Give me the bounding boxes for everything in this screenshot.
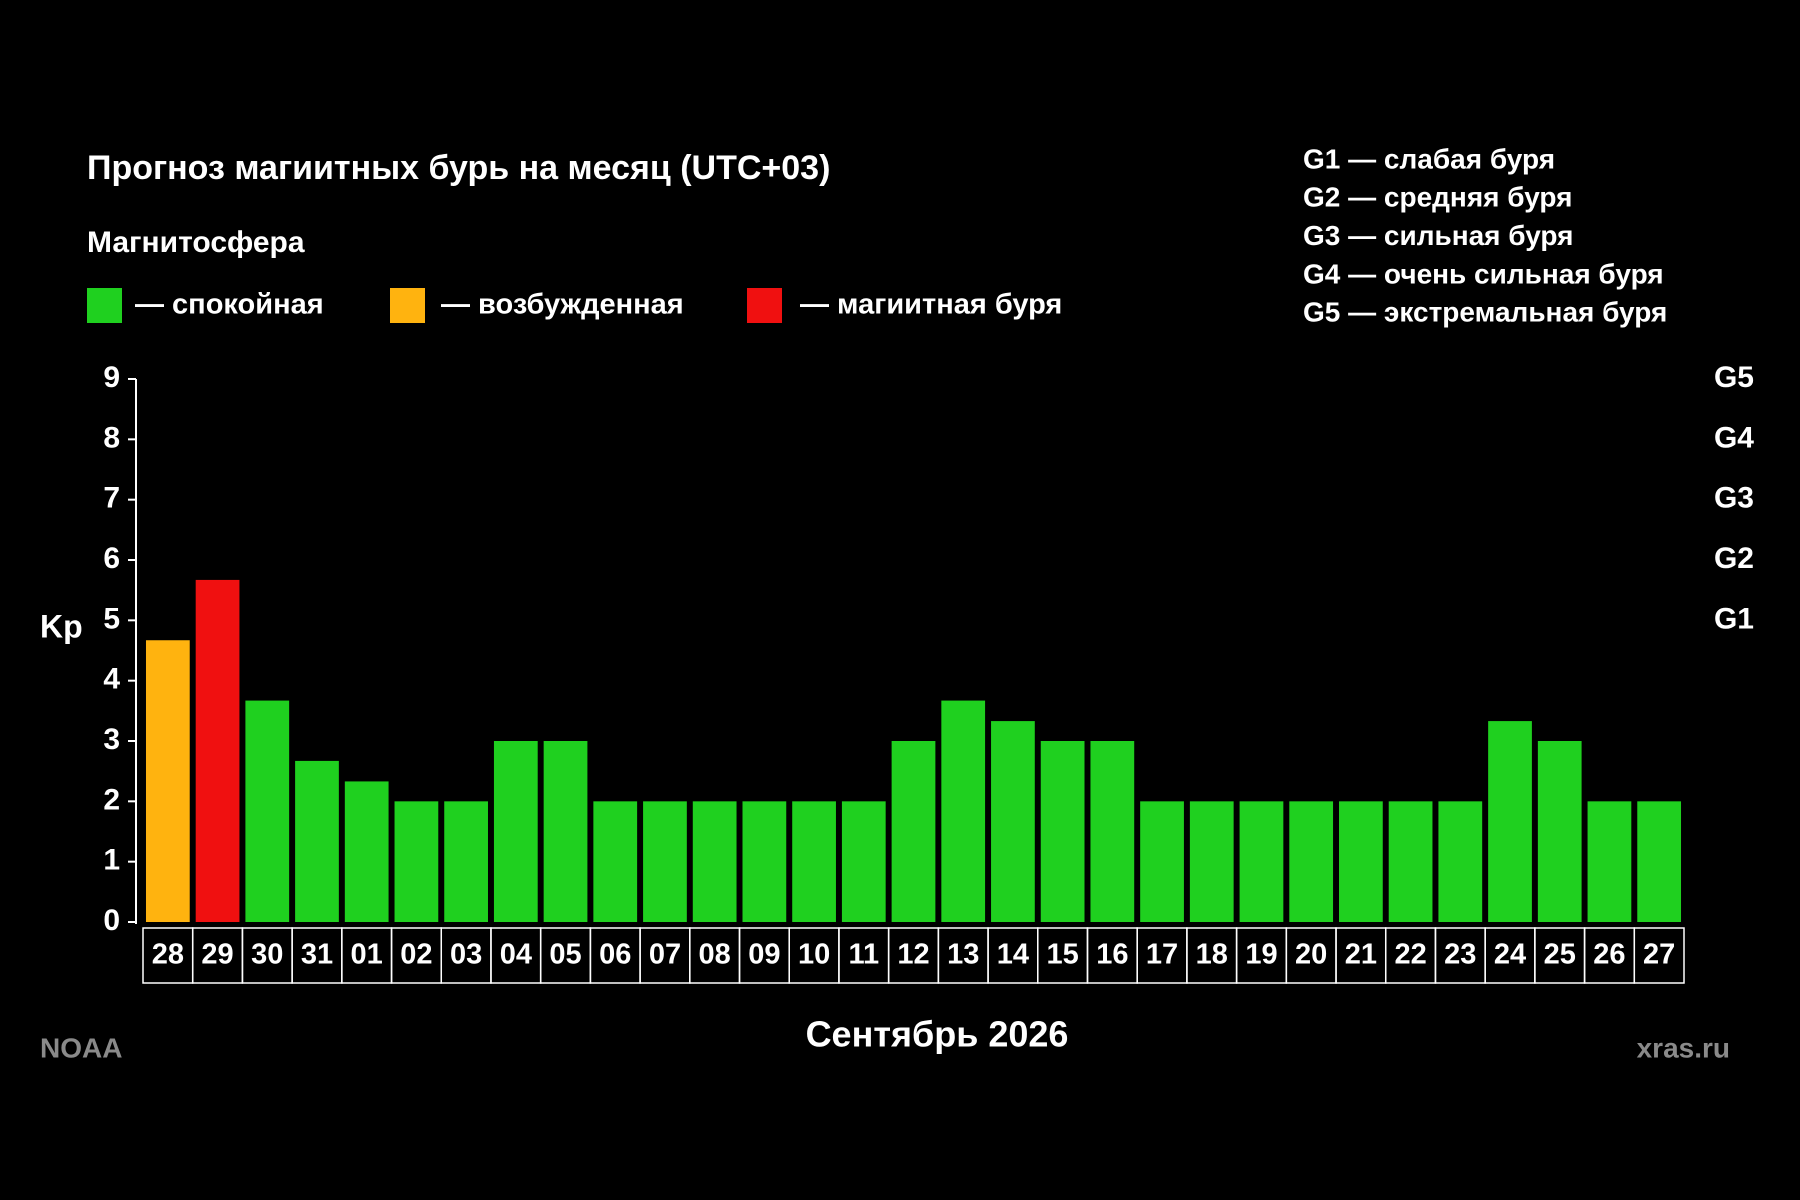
y-tick-label: 6 [103, 542, 120, 575]
x-axis-label: Сентябрь 2026 [806, 1014, 1069, 1055]
x-tick-label: 09 [748, 939, 780, 971]
x-tick-label: 15 [1046, 939, 1078, 971]
x-tick-label: 17 [1146, 939, 1178, 971]
x-tick-label: 04 [500, 939, 532, 971]
bar [1289, 801, 1334, 922]
x-tick-label: 07 [649, 939, 681, 971]
bar [991, 721, 1035, 922]
y2-tick-label: G3 [1714, 482, 1754, 515]
bar [1239, 801, 1284, 922]
x-tick-label: 19 [1245, 939, 1277, 971]
bar [543, 741, 588, 922]
bar [1140, 801, 1184, 922]
x-tick-label: 29 [201, 939, 233, 971]
bar [245, 700, 290, 922]
legend-label: — возбужденная [441, 289, 684, 321]
bar [1537, 741, 1582, 922]
x-tick-label: 24 [1494, 939, 1526, 971]
subtitle: Магнитосфера [87, 226, 305, 259]
x-tick-label: 22 [1394, 939, 1426, 971]
x-tick-label: 20 [1295, 939, 1327, 971]
bar [891, 741, 936, 922]
x-tick-label: 05 [549, 939, 581, 971]
bar [1488, 721, 1532, 922]
bar [1637, 801, 1682, 922]
x-tick-label: 16 [1096, 939, 1128, 971]
y-tick-label: 7 [103, 482, 120, 515]
source: NOAA [40, 1032, 122, 1063]
g-scale-entry: G5 — экстремальная буря [1303, 297, 1667, 328]
bar [841, 801, 886, 922]
y-tick-label: 2 [103, 783, 120, 816]
y-tick-label: 4 [103, 663, 120, 696]
y2-tick-label: G1 [1714, 602, 1754, 635]
x-tick-label: 18 [1196, 939, 1228, 971]
chart-title: Прогноз магиитных бурь на месяц (UTC+03) [87, 149, 830, 187]
x-tick-label: 31 [301, 939, 333, 971]
y2-tick-label: G5 [1714, 361, 1754, 394]
bar [742, 801, 787, 922]
bar [593, 801, 638, 922]
bar [493, 741, 538, 922]
g-scale-entry: G1 — слабая буря [1303, 143, 1555, 174]
x-tick-label: 25 [1544, 939, 1576, 971]
x-tick-label: 26 [1593, 939, 1625, 971]
bar [1388, 801, 1433, 922]
x-tick-label: 02 [400, 939, 432, 971]
bar [1339, 801, 1383, 922]
bar [145, 640, 190, 922]
bar [1189, 801, 1234, 922]
x-tick-label: 14 [997, 939, 1029, 971]
x-tick-label: 10 [798, 939, 830, 971]
y-tick-label: 0 [103, 904, 120, 937]
bar [394, 801, 439, 922]
bar [195, 579, 240, 922]
bar [295, 760, 339, 922]
legend-swatch [87, 288, 122, 323]
g-scale-entry: G4 — очень сильная буря [1303, 258, 1664, 289]
y-tick-label: 5 [103, 602, 120, 635]
y2-tick-label: G4 [1714, 421, 1754, 454]
bar [444, 801, 488, 922]
x-tick-label: 27 [1643, 939, 1675, 971]
x-tick-label: 12 [897, 939, 929, 971]
legend-swatch [747, 288, 782, 323]
x-tick-label: 23 [1444, 939, 1476, 971]
bar [692, 801, 737, 922]
bar [1040, 741, 1085, 922]
x-tick-label: 06 [599, 939, 631, 971]
bar [1587, 801, 1632, 922]
bar [1438, 801, 1483, 922]
bar [792, 801, 836, 922]
x-tick-label: 13 [947, 939, 979, 971]
legend-label: — спокойная [135, 289, 324, 321]
g-scale-entry: G3 — сильная буря [1303, 220, 1574, 251]
category-box [1633, 927, 1685, 984]
x-tick-label: 11 [848, 939, 879, 971]
y-tick-label: 1 [103, 844, 120, 877]
bar [941, 700, 986, 922]
legend-swatch [390, 288, 425, 323]
bar [643, 801, 687, 922]
y-tick-label: 9 [103, 361, 120, 394]
x-tick-label: 30 [251, 939, 283, 971]
source: xras.ru [1637, 1032, 1730, 1063]
y-axis-label: Kp [40, 608, 83, 644]
y-tick-label: 3 [103, 723, 120, 756]
x-tick-label: 08 [699, 939, 731, 971]
y2-tick-label: G2 [1714, 542, 1754, 575]
legend-label: — магиитная буря [800, 289, 1062, 321]
bar [344, 781, 389, 922]
x-tick-label: 21 [1345, 939, 1377, 971]
bar [1090, 741, 1135, 922]
g-scale-entry: G2 — средняя буря [1303, 182, 1573, 213]
y-tick-label: 8 [103, 421, 120, 454]
x-tick-label: 28 [152, 939, 184, 971]
x-tick-label: 03 [450, 939, 482, 971]
x-tick-label: 01 [351, 939, 383, 971]
